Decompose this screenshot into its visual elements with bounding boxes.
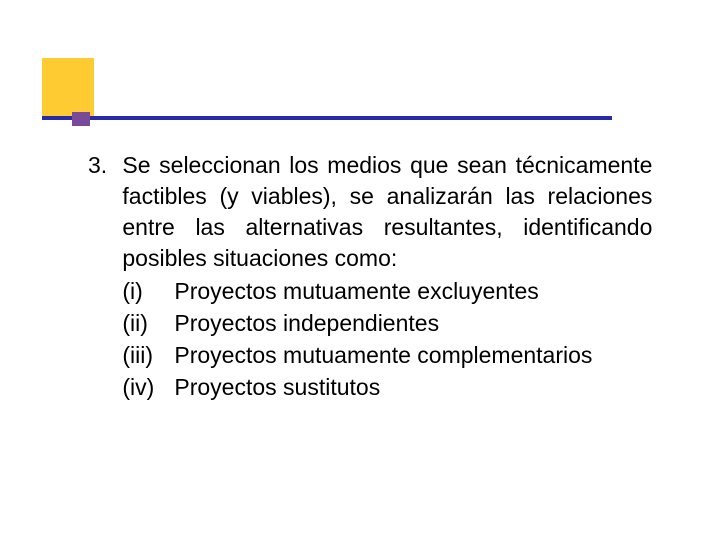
main-paragraph: Se seleccionan los medios que sean técni…: [122, 150, 652, 404]
yellow-square-accent: [42, 58, 94, 120]
intro-text: Se seleccionan los medios que sean técni…: [122, 152, 652, 271]
list-number: 3.: [88, 150, 116, 181]
sub-marker: (i): [122, 276, 174, 307]
header-decoration: [42, 58, 612, 128]
blue-horizontal-line: [42, 116, 612, 120]
sub-item-3: (iii) Proyectos mutuamente complementari…: [122, 340, 652, 371]
sub-marker: (ii): [122, 308, 174, 339]
sub-item-4: (iv) Proyectos sustitutos: [122, 372, 652, 403]
sub-text: Proyectos mutuamente excluyentes: [174, 276, 652, 307]
sub-list: (i) Proyectos mutuamente excluyentes (ii…: [122, 276, 652, 403]
purple-square-accent: [72, 112, 90, 126]
sub-item-2: (ii) Proyectos independientes: [122, 308, 652, 339]
sub-text: Proyectos mutuamente complementarios: [174, 340, 652, 371]
sub-text: Proyectos independientes: [174, 308, 652, 339]
main-content: 3. Se seleccionan los medios que sean té…: [88, 150, 653, 404]
sub-marker: (iii): [122, 340, 174, 371]
sub-item-1: (i) Proyectos mutuamente excluyentes: [122, 276, 652, 307]
sub-marker: (iv): [122, 372, 174, 403]
sub-text: Proyectos sustitutos: [174, 372, 652, 403]
